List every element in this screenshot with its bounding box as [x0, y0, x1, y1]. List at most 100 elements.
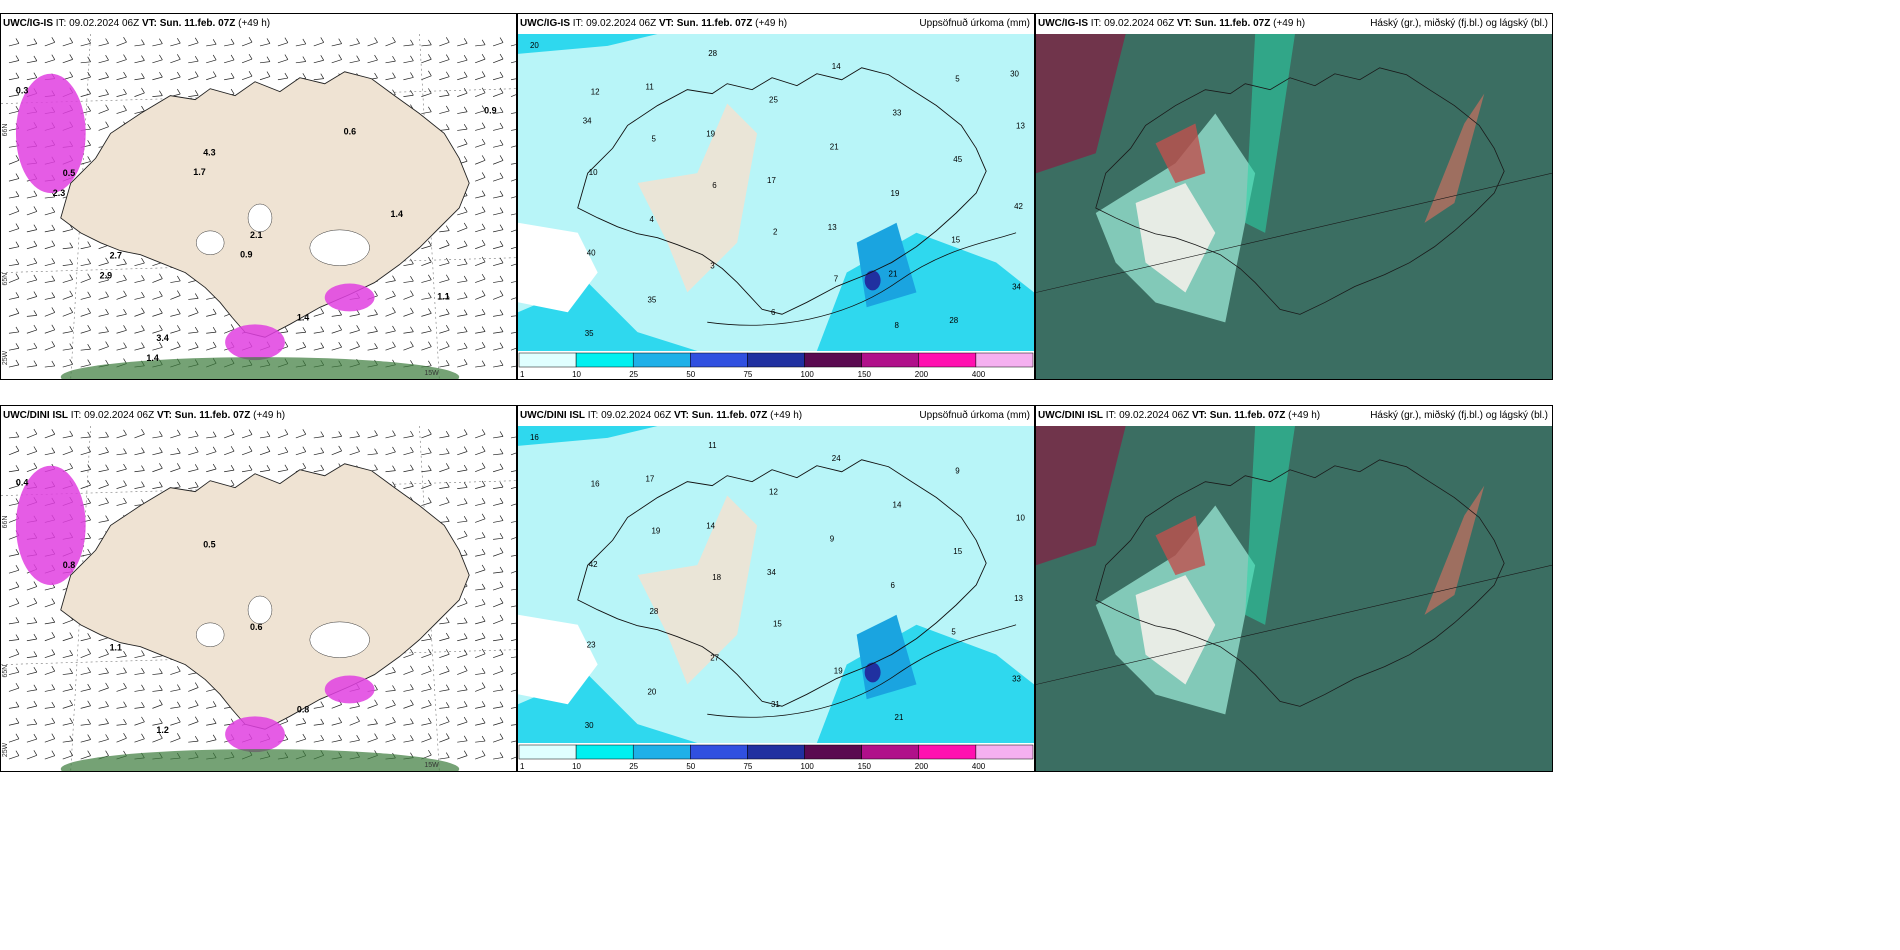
wind-barb	[116, 325, 127, 334]
wind-barb	[475, 701, 486, 709]
wind-barb	[457, 750, 468, 760]
lon-label: 25W	[2, 350, 9, 365]
wind-barb	[403, 481, 414, 489]
vt-label: VT:	[1191, 410, 1207, 421]
wind-barb	[439, 239, 450, 250]
wind-barb	[475, 668, 486, 675]
wind-barb	[259, 431, 271, 439]
glacier	[247, 595, 273, 625]
precip-value-label: 17	[767, 176, 776, 185]
colorbar-swatch	[804, 352, 862, 368]
wind-barb	[457, 138, 468, 148]
wind-barb	[295, 733, 307, 743]
wind-barb	[510, 605, 516, 608]
wind-barb	[421, 39, 432, 47]
wind-barb	[457, 342, 468, 351]
wind-barb	[188, 326, 199, 334]
lead-time: (+49 h)	[238, 18, 271, 29]
panel-cloud-dini: UWC/DINI ISL IT: 09.02.2024 06Z VT: Sun.…	[1035, 405, 1553, 772]
wind-barb	[421, 447, 432, 456]
model-name: UWC/IG-IS	[1038, 18, 1088, 29]
wind-value-label: 2.7	[110, 251, 122, 261]
wind-barb	[493, 122, 504, 131]
wind-barb	[385, 290, 396, 300]
wind-barb	[8, 548, 20, 557]
wind-barb	[457, 617, 468, 625]
wind-barb	[188, 342, 199, 351]
wind-barb	[62, 326, 74, 334]
wind-barb	[26, 291, 38, 300]
wind-barb	[8, 667, 20, 675]
wind-barb	[331, 734, 342, 743]
precip-value-label: 34	[767, 568, 776, 577]
wind-barb	[26, 310, 38, 317]
init-time: 09.02.2024 06Z	[1104, 18, 1175, 29]
wind-barb	[277, 464, 289, 473]
wind-barb	[62, 750, 74, 760]
wind-barb	[510, 486, 516, 489]
wind-barb	[492, 172, 504, 182]
wind-barb	[510, 315, 516, 317]
wind-barb	[206, 71, 217, 81]
lat-label: 65N	[2, 273, 9, 286]
wind-barb	[26, 684, 38, 692]
precip-value-label: 10	[1016, 513, 1025, 522]
panel-header: UWC/DINI ISL IT: 09.02.2024 06Z VT: Sun.…	[1036, 406, 1552, 426]
lead-time: (+49 h)	[1288, 410, 1321, 421]
colorbar-tick-label: 150	[858, 370, 872, 379]
wind-barb	[457, 684, 468, 692]
it-label: IT:	[1090, 18, 1102, 29]
precip-value-label: 13	[1016, 121, 1025, 130]
wind-barb	[403, 55, 414, 64]
wind-barb	[403, 307, 414, 317]
wind-barb	[26, 750, 38, 760]
wind-barb	[134, 428, 145, 439]
colorbar-swatch	[975, 352, 1034, 368]
wind-barb	[206, 718, 217, 726]
precip-value-label: 20	[647, 687, 656, 696]
wind-barb	[152, 273, 163, 283]
colorbar-tick-label: 75	[743, 762, 752, 771]
wind-barb	[26, 55, 38, 64]
wind-barb	[457, 716, 468, 726]
wind-barb	[385, 341, 396, 351]
wind-value-label: 0.4	[16, 478, 28, 488]
wind-barb	[475, 39, 486, 47]
wind-barb	[331, 324, 342, 334]
wind-barb	[241, 37, 253, 47]
wind-barb	[493, 207, 504, 216]
wind-barb	[493, 684, 504, 692]
wind-barb	[134, 481, 145, 489]
wind-barb	[403, 684, 414, 692]
wind-barb	[510, 347, 516, 351]
wind-barb	[80, 56, 91, 64]
wind-barb	[475, 256, 486, 266]
wind-barb	[8, 750, 20, 760]
colorbar-tick-label: 10	[572, 762, 581, 771]
glacier	[309, 229, 370, 266]
panel-header: UWC/IG-IS IT: 09.02.2024 06Z VT: Sun. 11…	[518, 14, 1034, 34]
cloud-band	[1245, 34, 1295, 233]
wind-barb	[385, 734, 396, 743]
wind-barb	[188, 464, 199, 473]
wind-barb	[493, 634, 504, 642]
wind-barb	[116, 88, 127, 97]
wind-barb	[98, 89, 109, 97]
wind-barb	[98, 515, 109, 523]
wind-barb	[457, 38, 468, 47]
wind-barb	[457, 222, 468, 233]
precip-value-label: 15	[773, 620, 782, 629]
wind-barb	[510, 689, 516, 692]
wind-barb	[62, 668, 74, 675]
wind-barb	[457, 649, 468, 658]
wind-barb	[8, 343, 20, 351]
wind-barb	[242, 464, 253, 473]
wind-barb	[475, 138, 486, 148]
wind-barb	[475, 172, 486, 182]
wind-barb	[457, 516, 468, 523]
wind-barb	[421, 240, 432, 250]
wind-barb	[26, 733, 38, 743]
wind-barb	[367, 430, 378, 439]
precip-value-label: 6	[712, 181, 717, 190]
colorbar-tick-label: 25	[629, 370, 638, 379]
